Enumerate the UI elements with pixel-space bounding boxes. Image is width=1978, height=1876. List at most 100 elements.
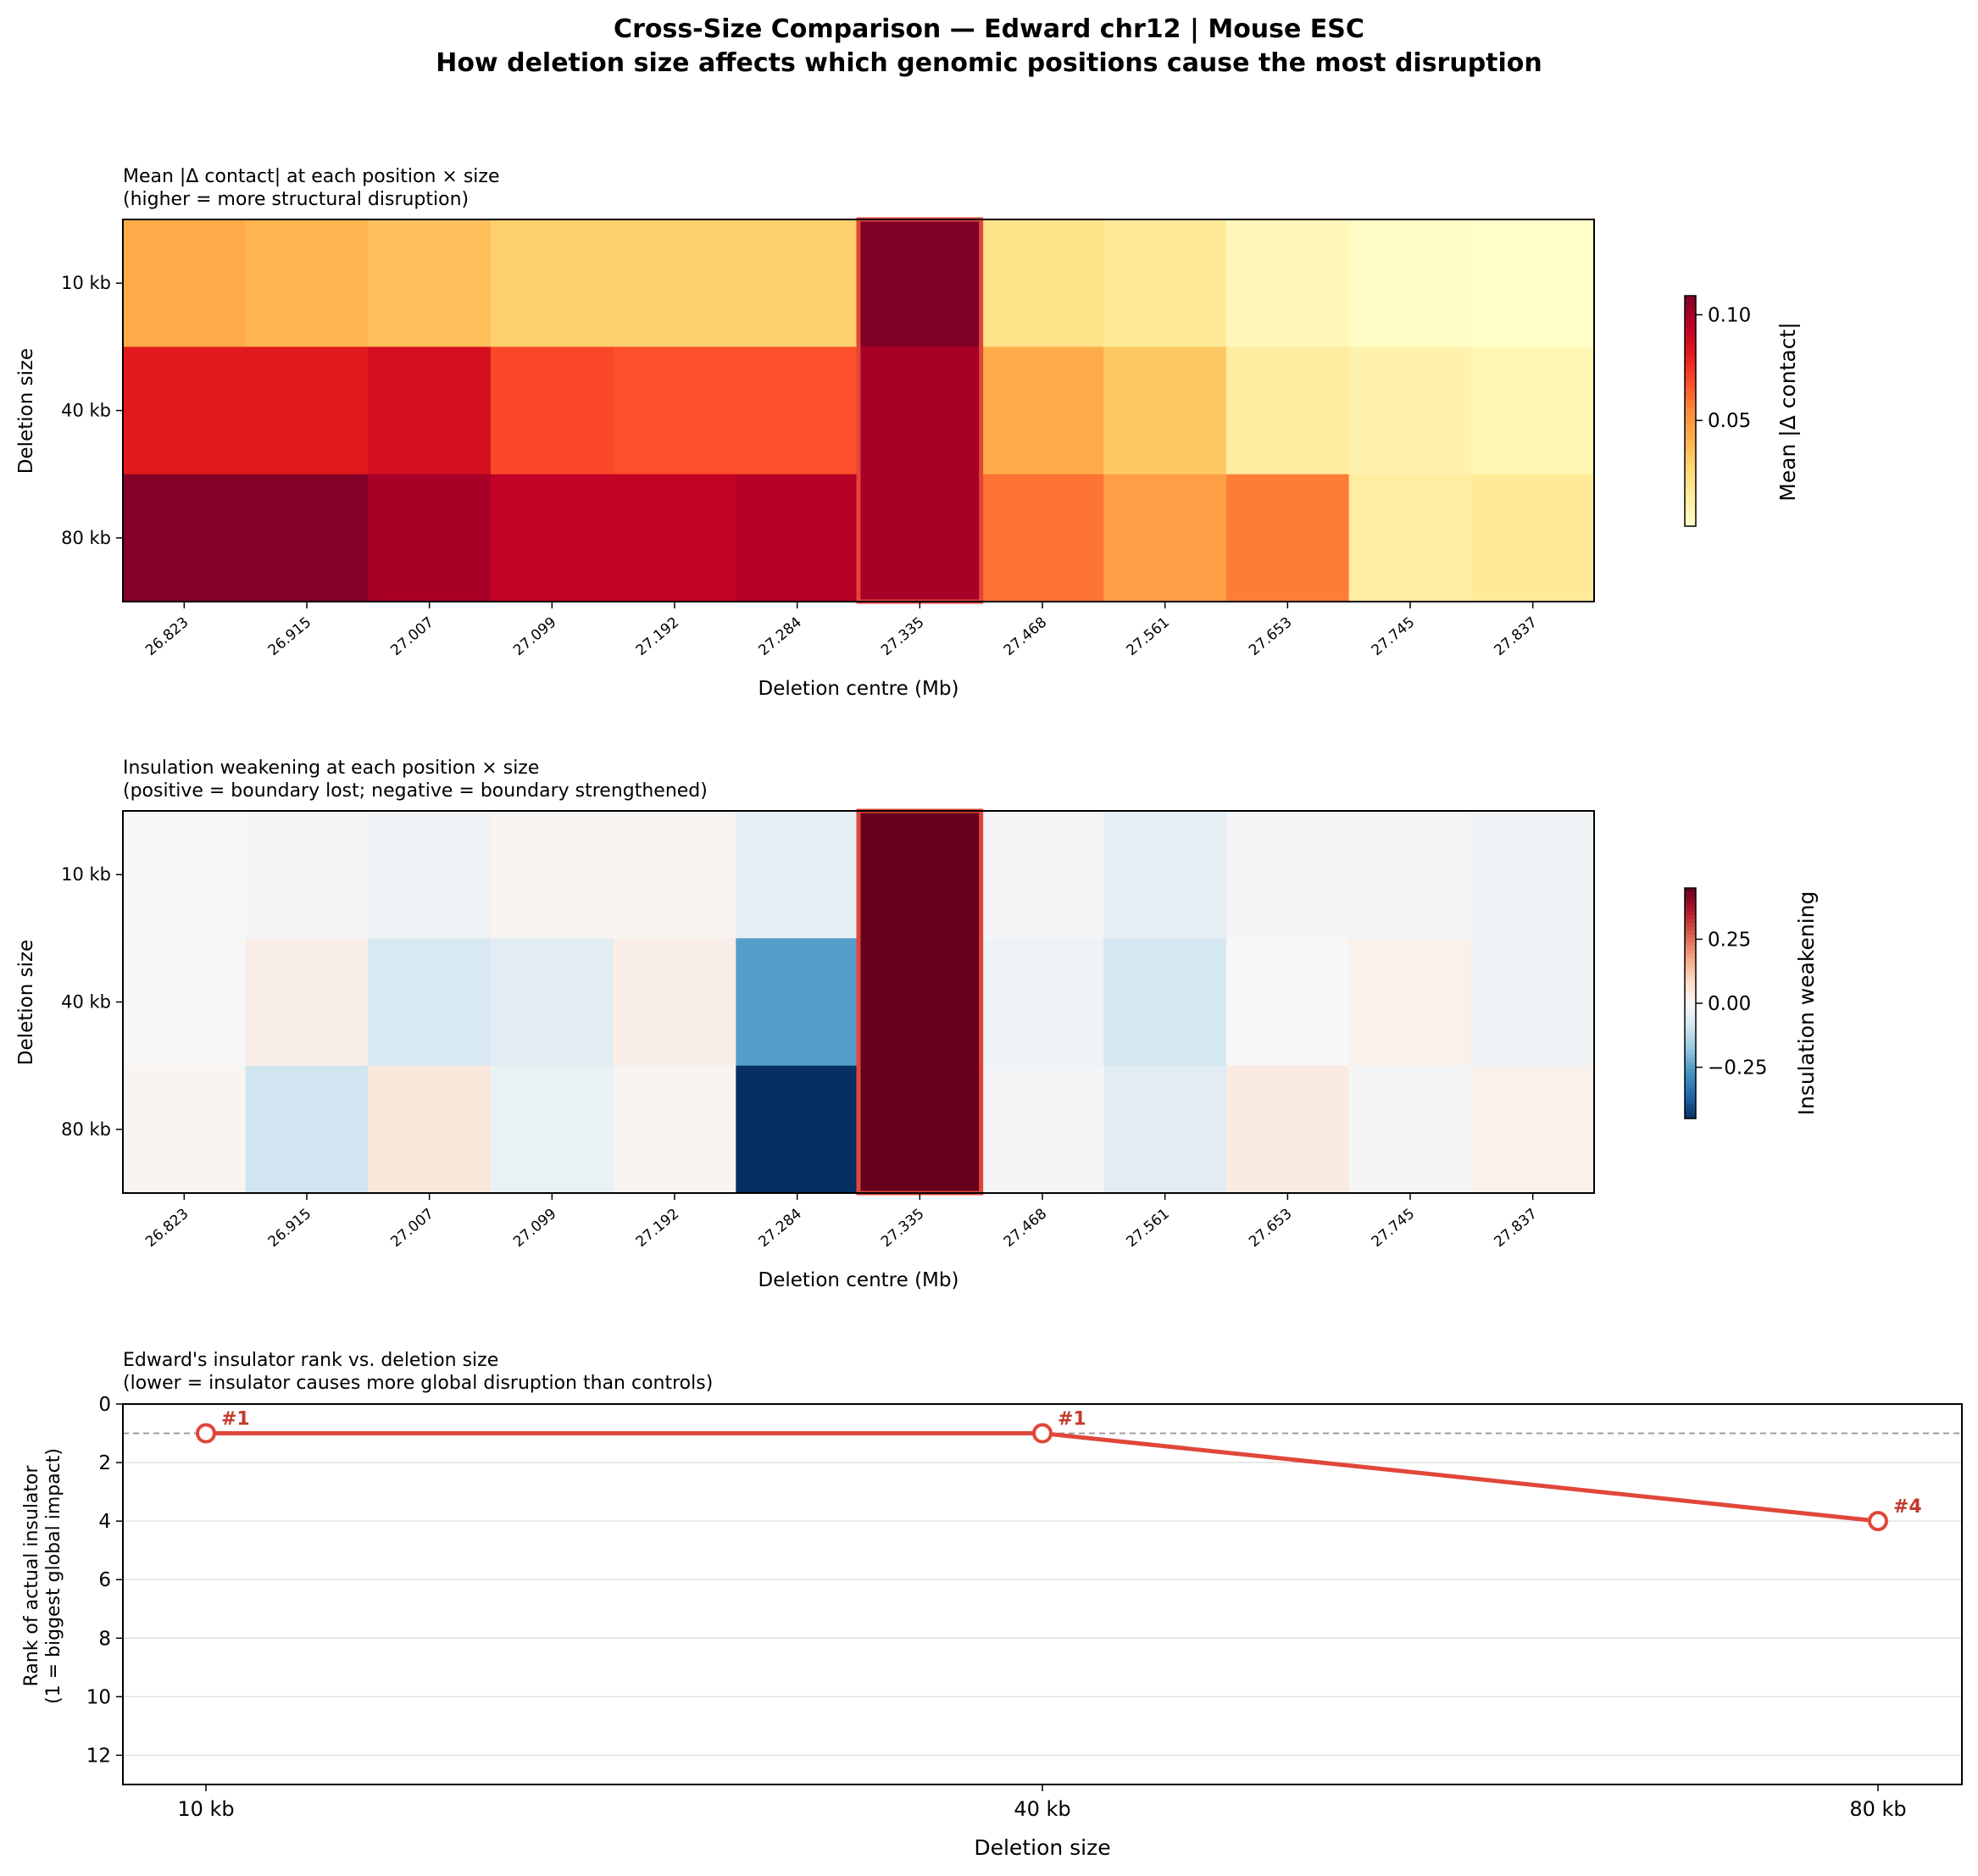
insulation-colorbar-segment (1685, 941, 1696, 946)
insulation-cell (736, 811, 859, 939)
insulation-colorbar-segment (1685, 1045, 1696, 1050)
contact-cell (245, 347, 369, 475)
contact-colorbar-segment (1685, 484, 1696, 489)
insulation-cell (368, 1065, 492, 1194)
contact-colorbar-segment (1685, 319, 1696, 324)
contact-x-tick-label: 27.468 (1001, 614, 1050, 660)
contact-y-ticks: 10 kb 40 kb 80 kb (61, 273, 123, 548)
rank-y-tick-label: 0 (98, 1394, 111, 1416)
contact-colorbar-segment (1685, 334, 1696, 339)
insulation-cell (858, 811, 982, 939)
rank-x-ticks: 10 kb 40 kb 80 kb (177, 1784, 1907, 1821)
insulation-colorbar-segment (1685, 1084, 1696, 1089)
rank-y-axis-label-line2: (1 = biggest global impact) (43, 1448, 64, 1704)
insulation-x-tick-label: 26.823 (142, 1206, 192, 1252)
contact-x-axis-label: Deletion centre (Mb) (758, 678, 959, 700)
contact-y-tick-label: 10 kb (61, 273, 111, 293)
contact-cell (368, 347, 492, 475)
contact-x-tick-label: 27.192 (633, 614, 682, 660)
insulation-cell (858, 938, 982, 1067)
rank-point (196, 1423, 216, 1444)
insulation-colorbar-segment (1685, 991, 1696, 996)
insulation-colorbar-segment (1685, 999, 1696, 1004)
insulation-colorbar-segment (1685, 1072, 1696, 1077)
contact-y-tick-label: 40 kb (61, 401, 111, 421)
contact-colorbar-segment (1685, 391, 1696, 397)
insulation-colorbar-tick-label: 0.25 (1708, 929, 1751, 951)
insulation-colorbar-segment (1685, 1064, 1696, 1069)
insulation-colorbar-segment (1685, 937, 1696, 943)
insulation-cell (123, 938, 247, 1067)
insulation-colorbar-segment (1685, 1011, 1696, 1016)
contact-colorbar-segment (1685, 303, 1696, 308)
insulation-cell (981, 938, 1104, 1067)
insulation-cell (491, 811, 614, 939)
contact-cell (613, 219, 736, 347)
insulation-cell (981, 1065, 1104, 1194)
contact-colorbar-segment (1685, 499, 1696, 504)
contact-colorbar-segment (1685, 314, 1696, 319)
insulation-cell (1348, 811, 1472, 939)
contact-x-tick-label: 26.823 (142, 614, 192, 660)
insulation-colorbar-segment (1685, 1068, 1696, 1074)
contact-colorbar-segment (1685, 353, 1696, 358)
contact-colorbar-tick-label: 0.05 (1708, 410, 1751, 432)
contact-colorbar-segment (1685, 330, 1696, 335)
insulation-x-tick-label: 27.335 (878, 1206, 927, 1252)
insulation-cell (1348, 1065, 1472, 1194)
contact-cell (368, 219, 492, 347)
contact-colorbar-segment (1685, 361, 1696, 366)
contact-cell (1226, 347, 1350, 475)
insulation-colorbar-segment (1685, 1041, 1696, 1046)
contact-colorbar-segment (1685, 380, 1696, 385)
contact-colorbar-segment (1685, 522, 1696, 527)
contact-colorbar-segment (1685, 357, 1696, 362)
insulation-colorbar-segment (1685, 1049, 1696, 1054)
contact-cell (981, 474, 1104, 602)
contact-colorbar-segment (1685, 311, 1696, 316)
insulation-cell (491, 938, 614, 1067)
insulation-x-tick-label: 27.468 (1001, 1206, 1050, 1252)
insulation-cell (1226, 811, 1350, 939)
contact-colorbar-segment (1685, 369, 1696, 374)
contact-x-tick-label: 27.745 (1369, 614, 1418, 660)
rank-series: #1 #1 #4 (196, 1409, 1922, 1532)
contact-cell (613, 474, 736, 602)
insulation-colorbar-segment (1685, 1114, 1696, 1119)
insulation-colorbar-segment (1685, 957, 1696, 962)
contact-x-tick-label: 27.837 (1491, 614, 1540, 660)
insulation-cell (123, 811, 247, 939)
contact-cell (1103, 474, 1227, 602)
insulation-colorbar-segment (1685, 980, 1696, 985)
insulation-x-tick-label: 27.284 (755, 1206, 804, 1252)
insulation-colorbar-segment (1685, 1061, 1696, 1066)
insulation-colorbar-segment (1685, 1107, 1696, 1112)
insulation-y-axis-label: Deletion size (15, 940, 37, 1065)
insulation-colorbar: −0.25 0.00 0.25 (1684, 887, 1767, 1119)
insulation-y-ticks: 10 kb 40 kb 80 kb (61, 864, 123, 1140)
rank-gridlines (123, 1403, 1962, 1757)
insulation-colorbar-segment (1685, 1076, 1696, 1081)
rank-x-tick-label: 10 kb (177, 1797, 234, 1821)
contact-cell (245, 219, 369, 347)
contact-cell (1471, 219, 1595, 347)
contact-cell (858, 474, 982, 602)
contact-y-axis-label: Deletion size (15, 348, 37, 474)
insulation-cell (1226, 1065, 1350, 1194)
insulation-colorbar-segment (1685, 926, 1696, 931)
insulation-x-tick-label: 27.099 (510, 1206, 559, 1252)
figure-title-line2: How deletion size affects which genomic … (436, 48, 1542, 78)
insulation-colorbar-segment (1685, 1034, 1696, 1039)
insulation-x-tick-label: 26.915 (265, 1206, 314, 1252)
insulation-x-tick-label: 27.837 (1491, 1206, 1540, 1252)
contact-cell (1103, 347, 1227, 475)
contact-colorbar-segment (1685, 402, 1696, 408)
insulation-colorbar-segment (1685, 907, 1696, 912)
insulation-colorbar-segment (1685, 964, 1696, 969)
insulation-cell (1103, 938, 1227, 1067)
insulation-colorbar-segment (1685, 1003, 1696, 1008)
insulation-heatmap-panel: Insulation weakening at each position × … (15, 758, 1819, 1291)
insulation-x-tick-label: 27.192 (633, 1206, 682, 1252)
contact-colorbar-segment (1685, 491, 1696, 497)
contact-colorbar-label: Mean |Δ contact| (1775, 322, 1800, 502)
